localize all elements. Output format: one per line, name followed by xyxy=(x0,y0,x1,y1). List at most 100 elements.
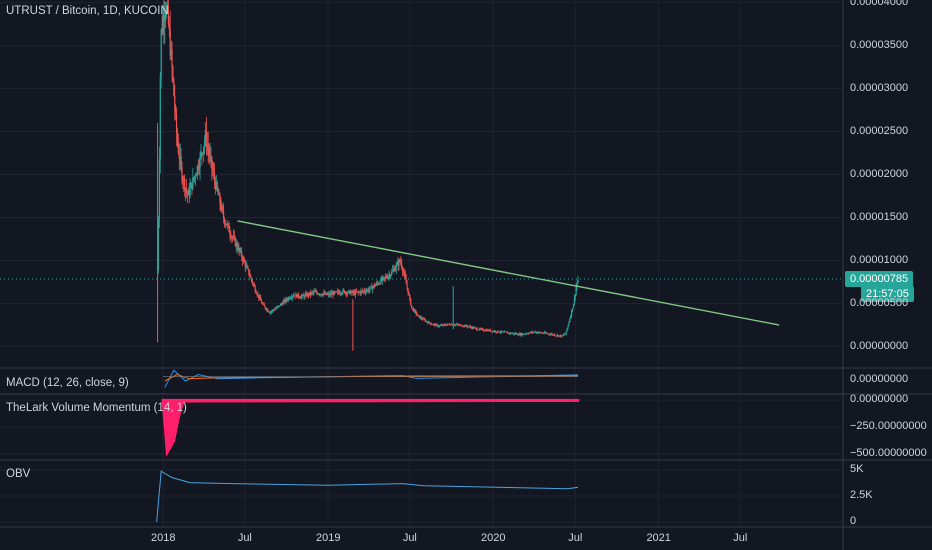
volume-momentum-legend[interactable]: TheLark Volume Momentum (14, 1) xyxy=(6,402,187,414)
candle-body-105 xyxy=(251,280,254,284)
candle-body-169 xyxy=(309,292,311,295)
candle-body-291 xyxy=(420,317,422,319)
candle-body-337 xyxy=(461,326,463,327)
candle-body-403 xyxy=(521,333,523,335)
candle-body-159 xyxy=(300,296,302,298)
candle-body-372 xyxy=(493,330,495,332)
candle-body-145 xyxy=(288,297,290,300)
price-axis-label: 0.00003000 xyxy=(850,81,909,94)
candle-body-279 xyxy=(409,294,411,299)
candle-body-136 xyxy=(279,303,282,307)
symbol-title[interactable]: UTRUST / Bitcoin, 1D, KUCOIN xyxy=(6,5,169,17)
candle-body-168 xyxy=(308,292,311,296)
candle-body-454 xyxy=(567,325,569,329)
candle-body-152 xyxy=(294,295,296,297)
candle-body-75 xyxy=(224,223,226,225)
candle-body-141 xyxy=(284,299,286,302)
candle-body-68 xyxy=(218,194,220,196)
candle-body-452 xyxy=(565,331,567,334)
candle-body-383 xyxy=(503,331,505,333)
candle-body-164 xyxy=(305,293,307,295)
macd-signal-line xyxy=(164,373,579,382)
candle-body-207 xyxy=(344,290,346,294)
candle-body-182 xyxy=(321,294,323,296)
price-axis-label: 0.00000000 xyxy=(850,339,909,352)
candle-body-103 xyxy=(250,276,252,278)
candle-body-1 xyxy=(157,219,160,270)
candle-body-34 xyxy=(187,190,189,195)
candle-body-58 xyxy=(209,155,211,156)
candle-body-46 xyxy=(198,168,200,170)
candle-body-446 xyxy=(560,335,562,337)
candle-body-326 xyxy=(451,324,453,325)
candle-body-225 xyxy=(360,290,362,294)
candle-body-41 xyxy=(194,176,196,179)
obv-legend[interactable]: OBV xyxy=(6,468,31,480)
candle-body-99 xyxy=(246,265,248,268)
candle-body-411 xyxy=(528,332,530,334)
countdown-tag: 21:57:05 xyxy=(861,286,914,302)
candle-body-197 xyxy=(335,291,337,293)
candle-body-458 xyxy=(571,310,573,316)
candle-body-368 xyxy=(489,329,491,332)
candle-body-211 xyxy=(347,290,349,293)
candle-body-245 xyxy=(378,283,380,285)
candle-body-45 xyxy=(197,165,199,170)
candle-body-412 xyxy=(529,332,531,333)
candle-body-391 xyxy=(510,332,512,334)
candle-body-416 xyxy=(533,331,535,333)
candle-body-85 xyxy=(233,236,236,238)
candle-body-122 xyxy=(267,309,269,312)
candle-body-114 xyxy=(260,297,262,301)
candle-body-387 xyxy=(506,332,509,334)
candle-body-12 xyxy=(167,6,170,25)
candle-body-284 xyxy=(413,310,415,312)
candle-body-151 xyxy=(293,295,295,297)
candle-body-265 xyxy=(396,262,398,265)
candle-body-435 xyxy=(550,334,552,336)
obv-axis-label: 2.5K xyxy=(850,489,873,502)
candle-body-384 xyxy=(504,331,506,333)
candle-body-419 xyxy=(535,332,537,333)
candle-body-119 xyxy=(264,306,266,309)
candle-body-107 xyxy=(253,284,255,287)
candle-body-228 xyxy=(363,290,365,292)
candle-body-355 xyxy=(477,329,480,331)
candle-body-173 xyxy=(313,291,315,293)
candle-body-175 xyxy=(315,291,317,293)
candle-body-404 xyxy=(522,333,524,335)
price-axis-label: 0.00001500 xyxy=(850,210,909,223)
candle-body-69 xyxy=(219,194,221,204)
candle-body-310 xyxy=(437,324,439,327)
candle-body-74 xyxy=(223,218,226,224)
candle-body-347 xyxy=(470,327,472,329)
candle-body-442 xyxy=(556,334,558,336)
macd-legend[interactable]: MACD (12, 26, close, 9) xyxy=(6,377,129,389)
candle-body-3 xyxy=(159,77,161,159)
candle-body-303 xyxy=(430,324,433,325)
candle-body-430 xyxy=(545,333,547,334)
candle-body-35 xyxy=(188,190,190,196)
candle-body-330 xyxy=(455,324,457,326)
candle-body-97 xyxy=(244,262,246,267)
candle-body-72 xyxy=(222,206,224,211)
candle-body-242 xyxy=(375,283,377,285)
candle-body-237 xyxy=(371,286,373,290)
candle-body-255 xyxy=(387,276,389,279)
candle-body-135 xyxy=(279,305,281,307)
candle-body-324 xyxy=(449,324,452,326)
candle-body-336 xyxy=(460,324,462,327)
candle-body-418 xyxy=(534,331,537,333)
candle-body-5 xyxy=(161,29,163,32)
candle-body-20 xyxy=(175,109,177,114)
candle-body-47 xyxy=(199,155,201,169)
candle-body-4 xyxy=(160,29,162,78)
candle-body-77 xyxy=(226,223,228,226)
candle-body-298 xyxy=(426,321,428,323)
candle-body-420 xyxy=(536,332,538,333)
candle-body-181 xyxy=(320,294,322,295)
candle-body-357 xyxy=(479,328,481,330)
candle-body-221 xyxy=(356,291,358,293)
candle-body-244 xyxy=(377,283,379,285)
